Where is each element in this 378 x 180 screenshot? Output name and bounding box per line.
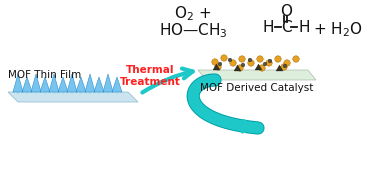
Circle shape <box>215 64 221 70</box>
Circle shape <box>268 59 272 63</box>
Circle shape <box>211 76 219 84</box>
Text: O: O <box>280 4 292 19</box>
Polygon shape <box>276 65 283 71</box>
Text: MOF Thin Film: MOF Thin Film <box>8 70 81 80</box>
Circle shape <box>293 56 299 62</box>
Polygon shape <box>255 64 262 70</box>
Polygon shape <box>31 74 41 92</box>
Circle shape <box>237 65 243 71</box>
Polygon shape <box>22 77 32 92</box>
Circle shape <box>263 62 267 66</box>
Circle shape <box>248 58 252 62</box>
Polygon shape <box>58 77 68 92</box>
Polygon shape <box>103 74 113 92</box>
Circle shape <box>239 56 245 62</box>
Circle shape <box>218 62 222 66</box>
Polygon shape <box>85 74 95 92</box>
Polygon shape <box>198 70 316 80</box>
Circle shape <box>230 60 236 66</box>
Circle shape <box>284 60 290 66</box>
Polygon shape <box>13 74 23 92</box>
Polygon shape <box>213 64 220 70</box>
Polygon shape <box>67 74 77 92</box>
Circle shape <box>275 56 281 62</box>
Polygon shape <box>112 77 122 92</box>
Circle shape <box>266 60 272 66</box>
Text: MOF Derived Catalyst: MOF Derived Catalyst <box>200 83 314 93</box>
Polygon shape <box>76 77 86 92</box>
Text: H: H <box>298 20 310 35</box>
Text: Thermal
Treatment: Thermal Treatment <box>120 65 181 87</box>
Text: HO—CH$_3$: HO—CH$_3$ <box>158 21 228 40</box>
Polygon shape <box>94 77 104 92</box>
Circle shape <box>257 56 263 62</box>
Text: H: H <box>262 20 274 35</box>
Text: C: C <box>281 20 291 35</box>
Text: O$_2$ +: O$_2$ + <box>174 4 212 23</box>
Circle shape <box>259 65 265 71</box>
Polygon shape <box>8 92 138 102</box>
Polygon shape <box>49 74 59 92</box>
Circle shape <box>241 63 245 67</box>
Circle shape <box>228 58 232 62</box>
Circle shape <box>248 60 254 66</box>
Circle shape <box>221 55 227 61</box>
Polygon shape <box>234 65 241 71</box>
Circle shape <box>281 64 287 70</box>
Text: + H$_2$O: + H$_2$O <box>313 20 363 39</box>
Polygon shape <box>40 77 50 92</box>
Circle shape <box>212 59 218 65</box>
Circle shape <box>283 64 287 68</box>
